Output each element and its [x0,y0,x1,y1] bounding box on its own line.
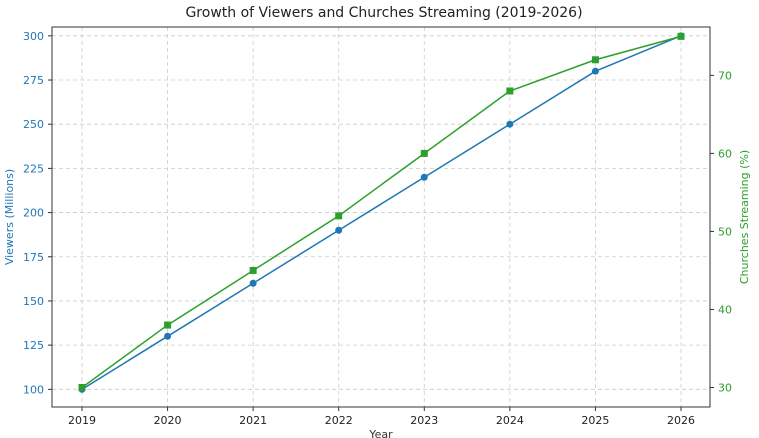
x-tick-label: 2023 [410,414,438,427]
y-left-tick-label: 150 [23,295,44,308]
y-axis-left-label: Viewers (Millions) [3,169,16,265]
y-left-tick-label: 300 [23,30,44,43]
y-axis-left: 100 125 150 175 200 225 250 275 300 [23,30,52,396]
x-tick-label: 2022 [325,414,353,427]
series-2-point [506,87,514,95]
y-axis-right: 30 40 50 60 70 [710,69,732,394]
grid-lines [52,27,710,407]
x-axis: 2019 2020 2021 2022 2023 2024 2025 2026 [68,407,695,427]
y-right-tick-label: 40 [718,303,732,316]
series-1-point [335,226,343,234]
y-left-tick-label: 200 [23,207,44,220]
x-tick-label: 2019 [68,414,96,427]
x-tick-label: 2024 [496,414,524,427]
y-left-tick-label: 125 [23,339,44,352]
x-tick-label: 2025 [581,414,609,427]
x-tick-label: 2021 [239,414,267,427]
series-1-point [420,173,428,181]
series-1-point [506,120,514,128]
plot-frame [51,26,711,408]
series-1-point [249,279,257,287]
y-left-tick-label: 175 [23,251,44,264]
series-2-point [164,321,172,329]
y-left-tick-label: 225 [23,162,44,175]
y-left-tick-label: 250 [23,118,44,131]
y-left-tick-label: 275 [23,74,44,87]
series-1-point [164,332,172,340]
series-2-point [420,149,428,157]
chart-title: Growth of Viewers and Churches Streaming… [185,5,582,21]
series-2-point [591,56,599,64]
x-tick-label: 2020 [154,414,182,427]
series-1-point [591,67,599,75]
y-left-tick-label: 100 [23,383,44,396]
x-axis-label: Year [368,428,393,438]
y-right-tick-label: 70 [718,69,732,82]
y-axis-right-label: Churches Streaming (%) [738,150,751,284]
series-2-point [335,212,343,220]
series-2-point [78,383,86,391]
series-2-point [677,32,685,40]
series-line-1 [81,35,682,390]
series-2-point [249,266,257,274]
y-right-tick-label: 60 [718,147,732,160]
y-right-tick-label: 50 [718,225,732,238]
series-line-2 [81,35,682,389]
x-tick-label: 2026 [667,414,695,427]
series-layer [78,32,685,393]
y-right-tick-label: 30 [718,381,732,394]
